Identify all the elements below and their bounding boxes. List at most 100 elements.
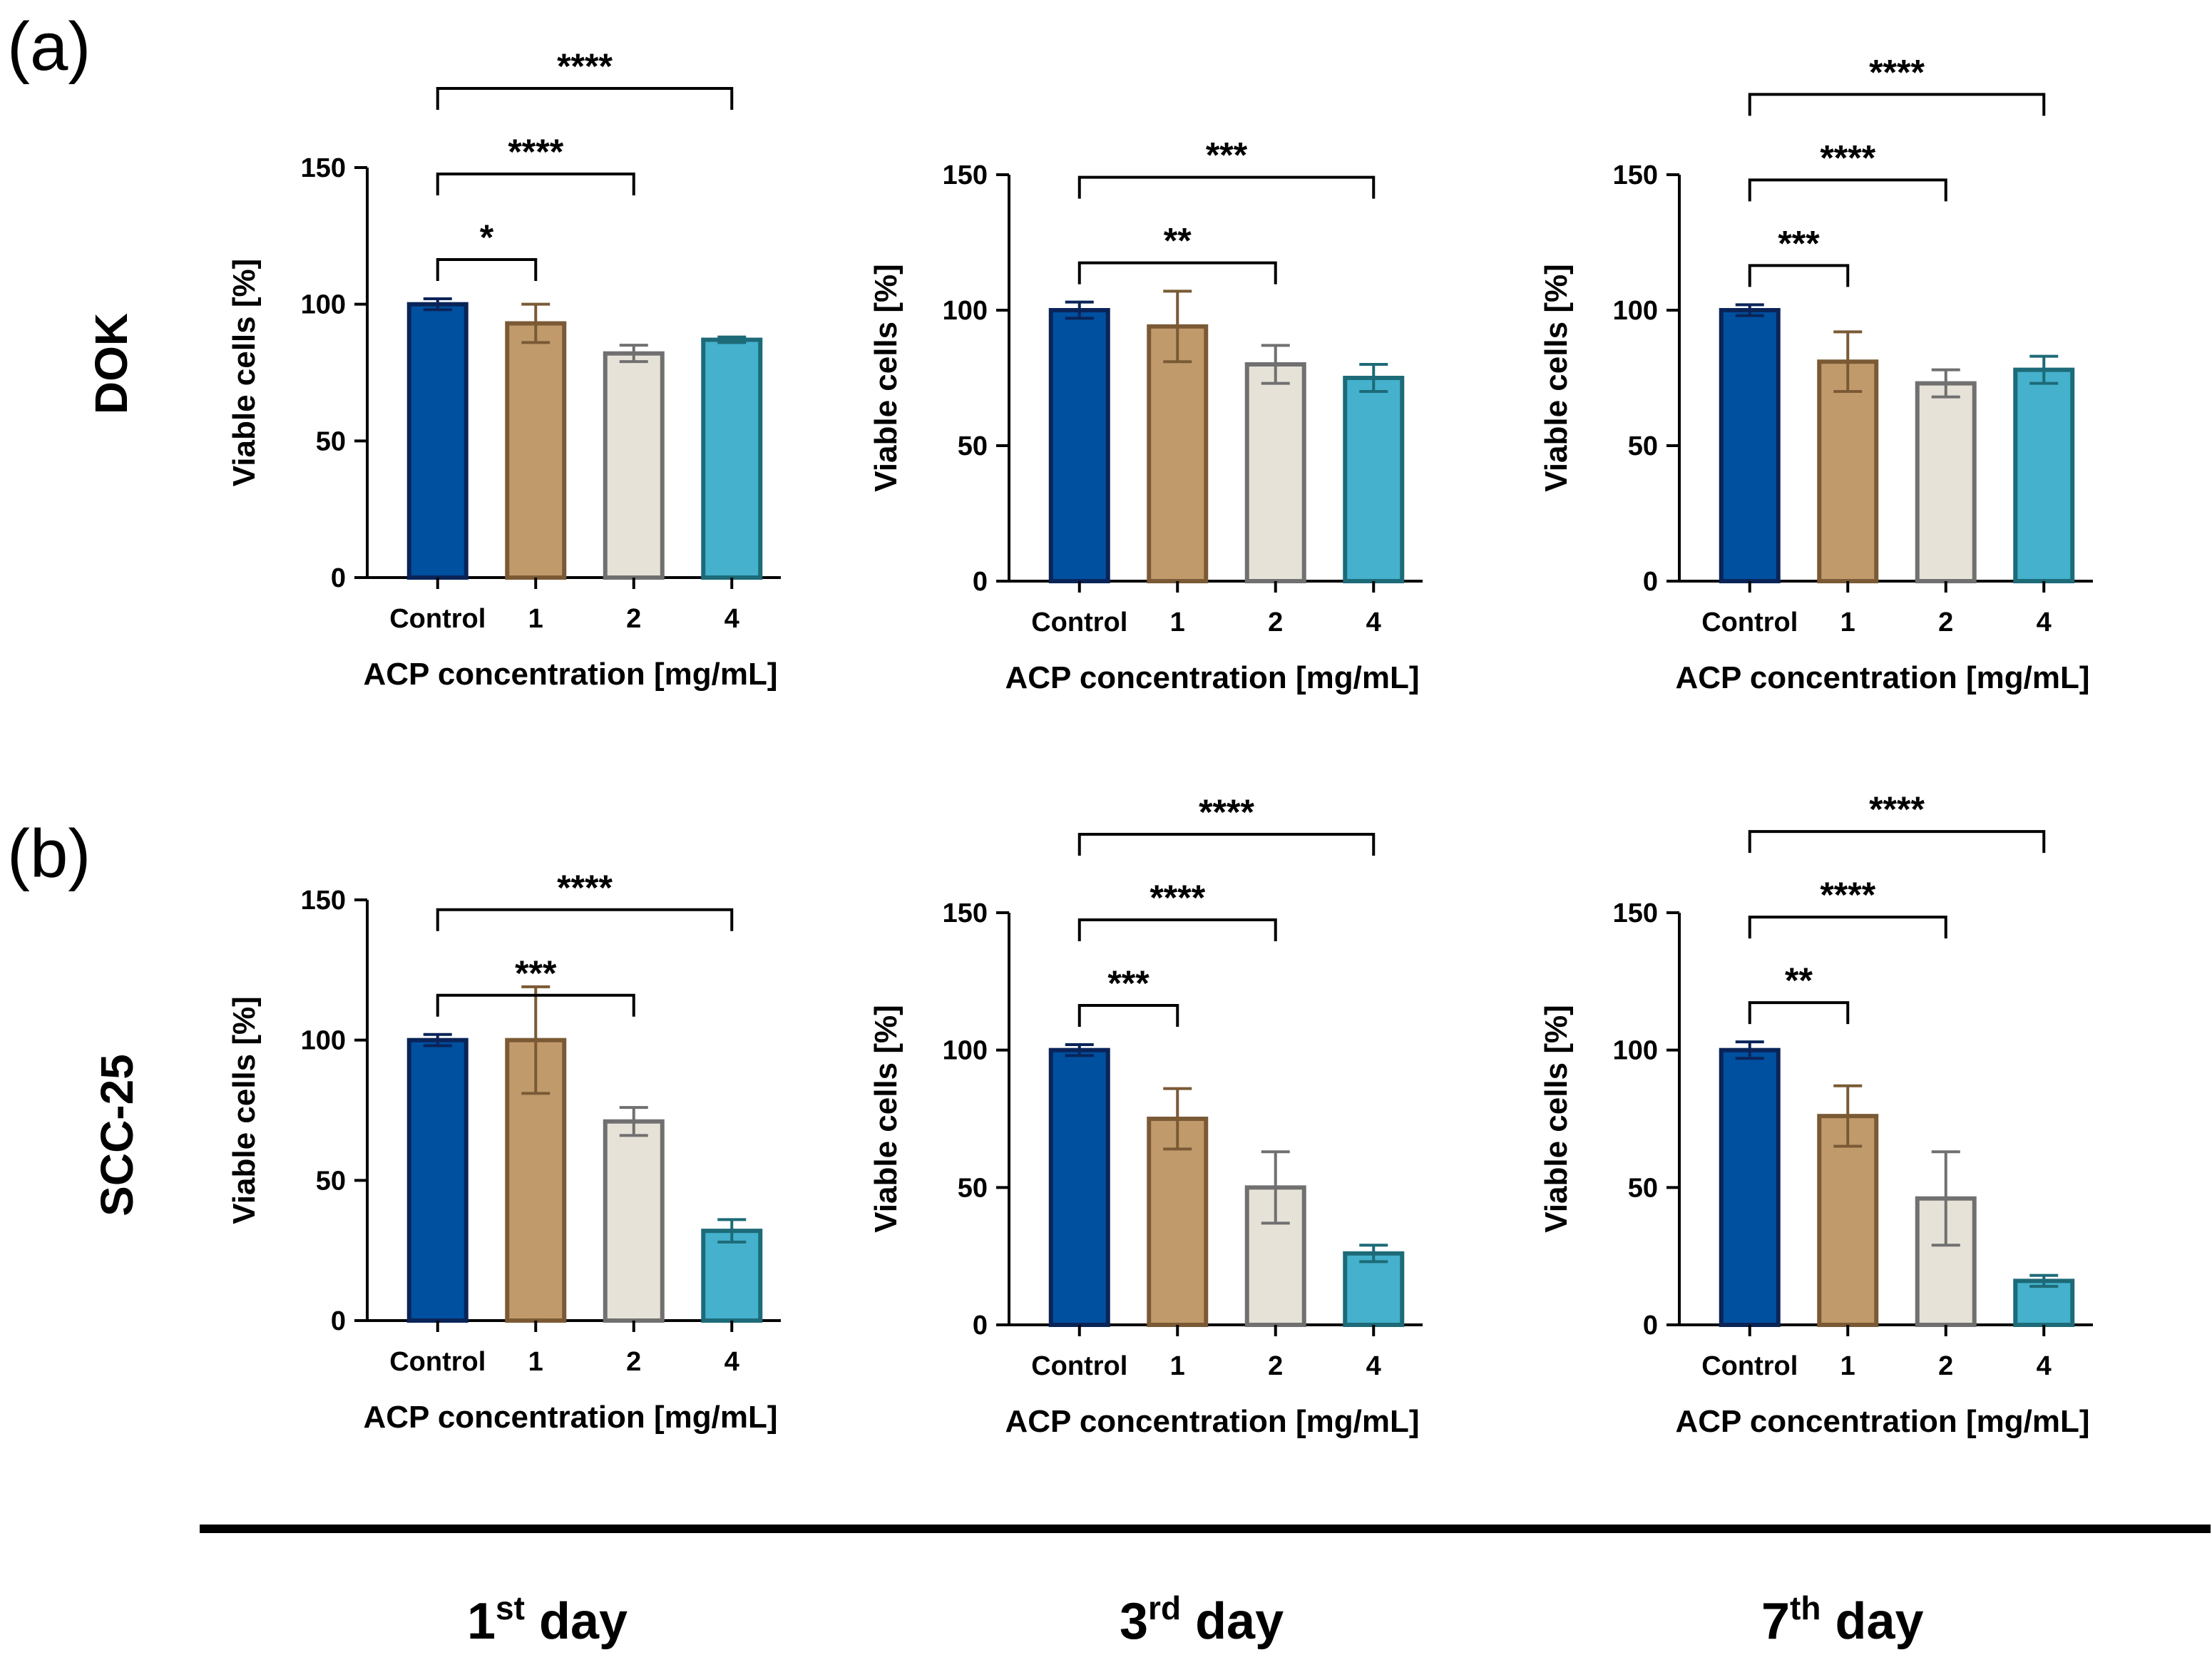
significance-bracket [436, 908, 734, 931]
significance-bracket [436, 173, 635, 195]
y-tick-label: 50 [316, 426, 346, 456]
bar [2013, 367, 2075, 583]
y-tick-label: 150 [301, 886, 346, 916]
significance-label: *** [515, 953, 557, 993]
day-label-7-sup: th [1790, 1589, 1821, 1626]
bar [1719, 308, 1781, 583]
x-tick-label: 2 [1938, 1351, 1953, 1381]
significance-label: *** [1778, 223, 1820, 263]
x-axis-title: ACP concentration [mg/mL] [1005, 1404, 1419, 1439]
bar [1817, 359, 1879, 583]
chart-scc-day3: 0 50 100 150 Viable cells [%] Control 1 2 4 ACP c… [849, 792, 1476, 1448]
chart-scc-day7: 0 50 100 150 Viable cells [%] Control 1 2 4 ACP c… [1519, 789, 2146, 1448]
y-axis-title: Viable cells [%] [227, 259, 262, 487]
significance-bracket [1077, 918, 1277, 941]
y-tick-label: 150 [943, 160, 988, 190]
bar [603, 1119, 665, 1323]
chart-dok-day3: 0 50 100 150 Viable cells [%] Control 1 2 4 ACP c… [849, 29, 1476, 713]
x-tick-label: 1 [1170, 1351, 1185, 1381]
x-tick-label: 2 [1268, 1351, 1283, 1381]
panel-label-a: (a) [7, 9, 91, 85]
bar [1343, 376, 1405, 583]
y-axis-title: Viable cells [%] [227, 996, 262, 1224]
significance-bracket [1748, 1001, 1850, 1025]
x-axis-title: ACP concentration [mg/mL] [1005, 660, 1419, 695]
x-tick-label: 2 [1938, 608, 1953, 637]
y-tick-label: 100 [943, 1036, 988, 1066]
x-tick-label: 1 [1170, 608, 1185, 637]
y-axis-title: Viable cells [%] [869, 264, 903, 492]
day-label-7-word: day [1835, 1593, 1924, 1650]
bar [1147, 1117, 1209, 1327]
x-tick-label: Control [1701, 1351, 1798, 1381]
x-tick-label: Control [389, 1347, 486, 1377]
x-axis-title: ACP concentration [mg/mL] [363, 1400, 777, 1435]
chart-svg: 0 50 100 150 Viable cells [%] Control 1 2 4 ACP c… [227, 46, 781, 692]
bar [701, 1229, 763, 1323]
y-axis-title: Viable cells [%] [1539, 1005, 1574, 1233]
x-tick-label: 1 [1840, 608, 1855, 637]
bar [1244, 362, 1306, 583]
x-tick-label: 4 [1366, 1351, 1381, 1381]
x-tick-label: Control [389, 604, 486, 634]
significance-label: ** [1164, 221, 1192, 261]
y-tick-label: 100 [1613, 1036, 1658, 1066]
significance-bracket [1748, 93, 2046, 116]
day-label-1-num: 1 [467, 1593, 496, 1650]
y-tick-label: 50 [958, 1173, 988, 1203]
bar [406, 1038, 468, 1323]
row-label-dok: DOK [86, 312, 138, 415]
chart-svg: 0 50 100 150 Viable cells [%] Control 1 2 4 ACP c… [1539, 52, 2093, 695]
chart-scc-day1: 0 50 100 150 Viable cells [%] Control 1 2 4 ACP c… [207, 806, 827, 1448]
x-tick-label: Control [1701, 608, 1798, 637]
x-tick-label: 1 [1840, 1351, 1855, 1381]
y-axis-title: Viable cells [%] [1539, 264, 1574, 492]
x-tick-label: Control [1031, 608, 1127, 637]
significance-label: **** [557, 868, 613, 908]
significance-bracket [436, 87, 734, 110]
significance-bracket [1077, 175, 1376, 199]
chart-dok-day1: 0 50 100 150 Viable cells [%] Control 1 2 4 ACP c… [207, 29, 827, 713]
y-tick-label: 0 [1643, 567, 1658, 597]
x-tick-label: Control [1031, 1351, 1127, 1381]
y-tick-label: 150 [1613, 898, 1658, 928]
significance-label: **** [1820, 875, 1875, 915]
significance-bracket [1077, 261, 1277, 285]
significance-label: **** [1199, 792, 1254, 832]
significance-bracket [436, 258, 538, 281]
bar [1915, 381, 1977, 583]
x-axis-title: ACP concentration [mg/mL] [1675, 1404, 2089, 1439]
significance-bracket [1748, 178, 1947, 202]
y-tick-label: 150 [943, 898, 988, 928]
bar [1147, 324, 1209, 583]
x-tick-label: 2 [626, 1347, 641, 1377]
chart-svg: 0 50 100 150 Viable cells [%] Control 1 2 4 ACP c… [869, 135, 1423, 695]
y-tick-label: 50 [316, 1166, 346, 1196]
bar [1048, 1047, 1110, 1327]
day-label-1-sup: st [496, 1589, 525, 1626]
chart-svg: 0 50 100 150 Viable cells [%] Control 1 2 4 ACP c… [869, 792, 1423, 1439]
y-tick-label: 0 [973, 567, 988, 597]
significance-label: **** [557, 46, 613, 86]
panel-label-b: (b) [7, 816, 91, 892]
day-label-7-num: 7 [1761, 1593, 1791, 1650]
significance-label: **** [1869, 52, 1925, 92]
divider-line [200, 1525, 2211, 1533]
x-axis-title: ACP concentration [mg/mL] [1675, 660, 2089, 695]
significance-label: **** [1869, 789, 1925, 829]
row-label-scc25: SCC-25 [91, 1054, 143, 1216]
y-tick-label: 50 [1628, 1173, 1658, 1203]
significance-label: **** [1149, 878, 1205, 918]
y-tick-label: 50 [958, 431, 988, 461]
y-tick-label: 150 [1613, 160, 1658, 190]
y-tick-label: 100 [301, 290, 346, 320]
significance-bracket [1748, 916, 1947, 939]
chart-svg: 0 50 100 150 Viable cells [%] Control 1 2 4 ACP c… [1539, 789, 2093, 1439]
significance-bracket [1748, 264, 1850, 287]
significance-label: *** [1206, 135, 1248, 175]
significance-label: ** [1785, 960, 1813, 1000]
y-tick-label: 100 [943, 296, 988, 326]
chart-svg: 0 50 100 150 Viable cells [%] Control 1 2 4 ACP c… [227, 868, 781, 1435]
x-tick-label: 1 [528, 1347, 543, 1377]
bar [1343, 1251, 1405, 1328]
